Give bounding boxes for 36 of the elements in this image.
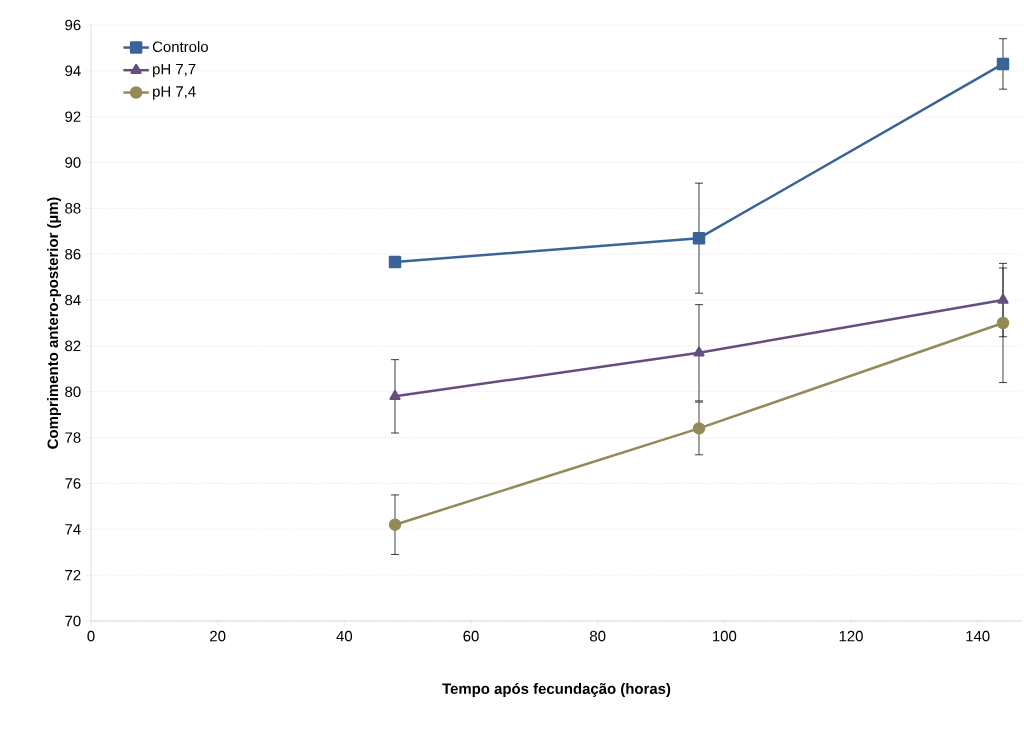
- point: [996, 57, 1010, 71]
- x-tick-label: 20: [210, 630, 226, 642]
- point: [692, 422, 706, 435]
- y-tick-label: 78: [65, 432, 81, 443]
- x-tick-label: 120: [839, 630, 863, 642]
- y-tick-label: 84: [65, 294, 81, 306]
- y-tick-label: 90: [65, 157, 81, 168]
- y-tick-label: 96: [65, 19, 81, 31]
- y-tick-label: 94: [65, 65, 81, 77]
- point: [389, 390, 401, 401]
- x-tick-label: 100: [713, 630, 737, 642]
- x-tick-label: 0: [87, 630, 95, 642]
- x-tick-label: 60: [463, 630, 479, 642]
- y-tick-label: 74: [65, 524, 81, 535]
- y-tick-label: 88: [65, 203, 81, 214]
- x-axis-title: Tempo após fecundação (horas): [442, 682, 671, 697]
- legend-label: Controlo: [152, 41, 208, 53]
- legend-label: pH 7,7: [153, 63, 196, 78]
- x-tick-label: 140: [966, 630, 990, 642]
- y-tick-label: 86: [65, 248, 81, 260]
- y-axis-title: Comprimento antero-posterior (µm): [47, 197, 62, 449]
- point: [693, 346, 705, 357]
- point: [388, 255, 402, 269]
- point: [388, 518, 402, 531]
- y-tick-label: 82: [65, 340, 81, 352]
- y-tick-label: 92: [65, 111, 81, 122]
- point: [997, 293, 1009, 304]
- y-tick-label: 70: [65, 615, 81, 627]
- y-tick-label: 72: [65, 569, 81, 581]
- y-tick-label: 80: [65, 386, 81, 398]
- legend-label: pH 7,4: [153, 86, 196, 100]
- y-tick-label: 76: [65, 478, 81, 489]
- point: [692, 231, 706, 245]
- point: [996, 316, 1010, 330]
- x-tick-label: 40: [336, 630, 353, 642]
- x-tick-label: 80: [590, 630, 606, 642]
